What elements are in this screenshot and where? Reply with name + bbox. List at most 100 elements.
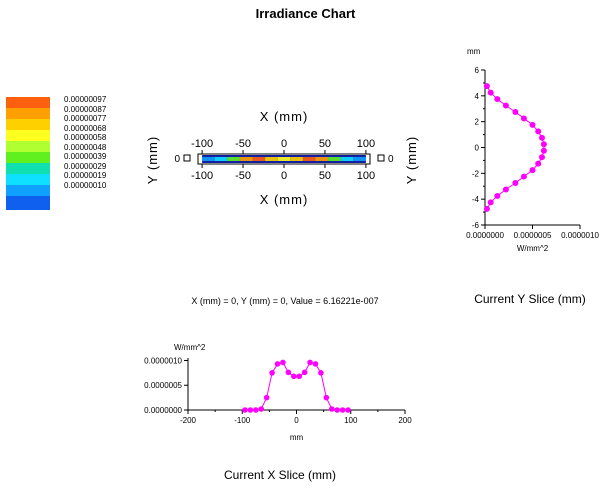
- legend-swatch: [6, 119, 50, 133]
- y-slice-y-tick-label: -6: [472, 221, 480, 230]
- y-slice-point: [494, 96, 501, 103]
- y-slice-point: [494, 192, 501, 199]
- x-slice-y-tick-label: 0.0000000: [144, 406, 182, 415]
- heatmap-cell: [265, 157, 278, 161]
- y-slice-y-tick-label: 6: [475, 66, 480, 75]
- y-slice-point: [512, 108, 519, 115]
- y-tick-label-left: 0: [174, 154, 180, 165]
- legend-swatch: [6, 163, 50, 177]
- legend-label: 0.00000019: [64, 171, 107, 180]
- y-slice-x-tick-label: 0.0000000: [466, 231, 504, 240]
- y-axis-title-left: Y (mm): [145, 136, 160, 184]
- y-slice-point: [529, 121, 536, 128]
- y-slice-point: [520, 115, 527, 122]
- x-tick-label-top: 0: [281, 138, 287, 150]
- x-axis-title-bottom: X (mm): [260, 192, 309, 207]
- x-tick-label-top: 50: [319, 138, 331, 150]
- legend-swatch: [6, 130, 50, 144]
- heatmap-cell: [290, 157, 303, 161]
- x-tick-label-top: 100: [357, 138, 375, 150]
- x-slice-point: [247, 407, 254, 413]
- x-slice-x-unit: mm: [290, 433, 304, 442]
- x-tick-label-bottom: -100: [191, 170, 213, 182]
- y-slice-point: [512, 180, 519, 187]
- legend-swatch: [6, 196, 50, 210]
- x-slice-point: [269, 370, 275, 376]
- x-slice-point: [334, 407, 340, 413]
- x-slice-point: [274, 361, 281, 367]
- x-tick-label-bottom: 50: [319, 170, 331, 182]
- x-slice-x-tick-label: 0: [294, 416, 299, 425]
- y-slice-y-tick-label: -4: [472, 195, 480, 204]
- y-tick-label-right: 0: [388, 154, 394, 165]
- x-slice-point: [280, 359, 286, 366]
- y-slice-point: [483, 83, 490, 90]
- legend-swatch: [6, 185, 50, 199]
- x-slice-caption: Current X Slice (mm): [223, 468, 336, 482]
- y-slice-point: [502, 186, 509, 193]
- y-slice-x-tick-label: 0.0000010: [561, 231, 599, 240]
- y-slice-line: [486, 85, 545, 210]
- y-slice-point: [535, 128, 542, 135]
- legend-label: 0.00000058: [64, 133, 107, 142]
- y-slice-point: [529, 167, 536, 174]
- legend-label: 0.00000068: [64, 123, 107, 133]
- x-slice-point: [339, 407, 346, 413]
- x-slice-line: [244, 361, 349, 411]
- x-slice-point: [290, 373, 297, 380]
- x-tick-label-top: -100: [191, 138, 213, 150]
- y-slice-y-tick-label: 0: [475, 144, 480, 153]
- x-slice-y-tick-label: 0.0000010: [144, 356, 182, 365]
- y-slice-point: [487, 89, 494, 96]
- x-slice-x-tick-label: 100: [344, 416, 358, 425]
- legend-swatch: [6, 108, 50, 122]
- x-axis-title-top: X (mm): [260, 109, 309, 124]
- y-slice-x-unit: W/mm^2: [517, 244, 549, 253]
- heatmap-cell: [277, 157, 291, 161]
- legend-swatch: [6, 152, 50, 166]
- y-slice-point: [539, 154, 545, 161]
- x-slice-point: [263, 394, 270, 401]
- heatmap-cell: [252, 157, 266, 161]
- x-slice-point: [253, 407, 259, 413]
- x-tick-label-bottom: -50: [235, 170, 251, 182]
- x-slice-point: [312, 361, 319, 367]
- y-slice-point: [487, 199, 494, 206]
- x-slice-point: [285, 369, 292, 376]
- heatmap-left-marker: [183, 154, 191, 162]
- x-slice-point: [296, 373, 303, 380]
- legend-label: 0.00000097: [64, 95, 107, 104]
- x-slice-x-tick-label: 200: [398, 416, 412, 425]
- y-slice-point: [540, 147, 547, 154]
- y-slice-point: [483, 205, 490, 212]
- heatmap-cell: [353, 157, 366, 161]
- y-slice-point: [535, 160, 542, 167]
- legend-label: 0.00000087: [64, 104, 107, 114]
- chart-title: Irradiance Chart: [255, 6, 356, 21]
- x-slice-point: [323, 394, 330, 401]
- y-slice-point: [540, 141, 547, 148]
- x-slice-point: [307, 359, 313, 366]
- x-slice-point: [258, 406, 265, 412]
- heatmap-cell: [302, 157, 316, 161]
- x-tick-label-top: -50: [235, 138, 251, 150]
- legend-label: 0.00000048: [64, 142, 107, 152]
- legend-label: 0.00000010: [64, 180, 107, 190]
- heatmap-cell: [239, 157, 253, 161]
- legend-label: 0.00000039: [64, 152, 107, 161]
- y-slice-x-tick-label: 0.0000005: [514, 231, 552, 240]
- x-slice-chart[interactable]: W/mm^2 0.0000000 0.0000005 0.0000010 -200 -10…: [130, 340, 430, 450]
- legend-label: 0.00000029: [64, 161, 107, 171]
- x-slice-point: [301, 369, 308, 376]
- x-slice-point: [318, 370, 324, 376]
- irradiance-heatmap[interactable]: -100 -100 -50 -50 0 0 50 50 100 100 X (mm) X (mm) 0 0…: [140, 106, 430, 216]
- heatmap-cell: [214, 157, 228, 161]
- x-slice-x-tick-label: -200: [180, 416, 197, 425]
- y-slice-chart[interactable]: mm -6 -4 -2 0 2 4 6 0.0000000 0.0000005 0.0000010 W…: [440, 42, 610, 267]
- y-slice-y-tick-label: -2: [472, 169, 480, 178]
- y-slice-point: [502, 102, 509, 109]
- legend-swatch: [6, 141, 50, 155]
- x-tick-label-bottom: 100: [357, 170, 375, 182]
- y-slice-point: [539, 134, 545, 141]
- heatmap-right-marker: [377, 154, 385, 162]
